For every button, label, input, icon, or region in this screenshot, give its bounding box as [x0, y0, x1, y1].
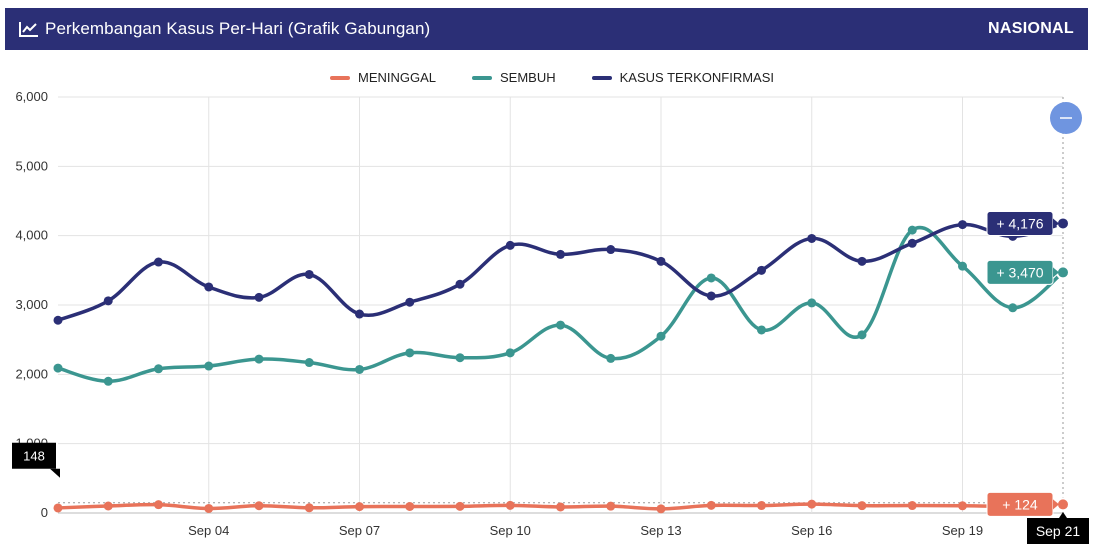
data-point-sembuh[interactable]: [606, 353, 616, 363]
legend-swatch-meninggal: [330, 75, 350, 80]
data-point-sembuh[interactable]: [706, 273, 716, 283]
legend-label-kasus: KASUS TERKONFIRMASI: [619, 70, 774, 85]
data-point-kasus[interactable]: [807, 233, 817, 243]
data-point-sembuh[interactable]: [958, 261, 967, 271]
y-tick-label: 0: [41, 505, 48, 520]
data-point-meninggal[interactable]: [857, 501, 867, 511]
x-tick-label: Sep 04: [188, 523, 229, 538]
line-chart-icon: [19, 22, 38, 37]
data-point-meninggal[interactable]: [606, 501, 616, 511]
data-point-meninggal[interactable]: [405, 501, 415, 511]
legend-item-meninggal[interactable]: MENINGGAL: [330, 70, 436, 85]
data-point-meninggal[interactable]: [355, 502, 364, 512]
data-point-sembuh[interactable]: [807, 298, 817, 308]
legend-swatch-sembuh: [472, 75, 493, 80]
y-tick-label: 5,000: [15, 158, 48, 173]
x-tick-label: Sep 13: [640, 523, 681, 538]
x-tick-label: Sep 19: [942, 523, 983, 538]
data-point-meninggal[interactable]: [103, 501, 113, 511]
data-point-meninggal[interactable]: [455, 501, 465, 511]
tooltip-label-sembuh: + 3,470: [996, 264, 1043, 280]
data-point-sembuh[interactable]: [1008, 303, 1018, 313]
data-point-meninggal[interactable]: [304, 503, 314, 513]
data-point-kasus[interactable]: [857, 256, 867, 266]
data-point-meninggal[interactable]: [53, 503, 63, 513]
data-point-meninggal[interactable]: [958, 501, 967, 511]
data-point-sembuh[interactable]: [355, 364, 364, 374]
data-point-meninggal[interactable]: [556, 502, 565, 512]
data-point-kasus[interactable]: [505, 240, 515, 250]
tooltip-label-kasus: + 4,176: [996, 215, 1043, 231]
data-point-sembuh[interactable]: [857, 330, 867, 340]
crosshair-x-label-pointer: [1059, 512, 1067, 518]
data-point-sembuh[interactable]: [505, 348, 515, 358]
region-label: NASIONAL: [988, 20, 1074, 37]
legend-label-meninggal: MENINGGAL: [358, 70, 437, 85]
data-point-kasus[interactable]: [455, 279, 465, 289]
y-tick-label: 6,000: [15, 89, 48, 104]
tooltip-pointer-kasus: [1053, 218, 1059, 229]
crosshair-y-label-pointer: [50, 468, 60, 478]
data-point-kasus[interactable]: [53, 315, 63, 325]
data-point-meninggal[interactable]: [706, 500, 716, 510]
data-point-sembuh[interactable]: [254, 354, 264, 364]
data-point-sembuh[interactable]: [757, 325, 766, 335]
data-point-meninggal[interactable]: [656, 504, 666, 514]
data-point-sembuh[interactable]: [53, 363, 63, 373]
tooltip-pointer-sembuh: [1053, 267, 1059, 278]
x-tick-label: Sep 10: [490, 523, 531, 538]
data-point-sembuh[interactable]: [556, 320, 565, 330]
legend-item-kasus[interactable]: KASUS TERKONFIRMASI: [591, 70, 774, 85]
crosshair-y-label: 148: [23, 449, 45, 464]
data-point-sembuh[interactable]: [455, 353, 465, 363]
data-point-sembuh[interactable]: [656, 331, 666, 341]
x-tick-label: Sep 16: [791, 523, 832, 538]
data-point-meninggal[interactable]: [204, 503, 214, 513]
data-point-meninggal[interactable]: [907, 501, 917, 511]
chart-title: Perkembangan Kasus Per-Hari (Grafik Gabu…: [45, 19, 431, 38]
data-point-kasus[interactable]: [958, 220, 967, 230]
crosshair-x-label-box: [1027, 518, 1089, 544]
data-point-kasus[interactable]: [254, 292, 264, 302]
data-point-kasus[interactable]: [606, 245, 616, 255]
data-point-kasus[interactable]: [656, 256, 666, 266]
tooltip-pointer-meninggal: [1053, 499, 1059, 510]
y-tick-label: 3,000: [15, 297, 48, 312]
data-point-sembuh[interactable]: [304, 358, 314, 368]
data-point-sembuh[interactable]: [204, 361, 214, 371]
y-tick-label: 4,000: [15, 228, 48, 243]
data-point-kasus[interactable]: [907, 238, 917, 248]
data-point-meninggal[interactable]: [505, 500, 515, 510]
legend-swatch-kasus: [591, 75, 612, 80]
y-tick-label: 2,000: [15, 366, 48, 381]
chart-legend: MENINGGAL SEMBUH KASUS TERKONFIRMASI: [0, 70, 1094, 85]
data-point-kasus[interactable]: [304, 269, 314, 279]
data-point-meninggal[interactable]: [154, 500, 163, 510]
data-point-kasus[interactable]: [556, 249, 565, 259]
tooltip-label-meninggal: + 124: [1002, 496, 1038, 512]
data-point-meninggal[interactable]: [757, 501, 766, 511]
series-line-sembuh: [57, 225, 1065, 384]
data-point-kasus[interactable]: [355, 309, 364, 319]
data-point-kasus[interactable]: [103, 296, 113, 306]
data-point-kasus[interactable]: [405, 297, 415, 307]
data-point-sembuh[interactable]: [103, 376, 113, 386]
data-point-sembuh[interactable]: [907, 225, 917, 235]
legend-label-sembuh: SEMBUH: [500, 70, 556, 85]
legend-item-sembuh[interactable]: SEMBUH: [472, 70, 556, 85]
data-point-meninggal[interactable]: [254, 501, 264, 511]
data-point-meninggal[interactable]: [807, 499, 817, 509]
crosshair-y-label-box: [12, 442, 56, 469]
crosshair-x-label: Sep 21: [1036, 523, 1081, 539]
data-point-kasus[interactable]: [757, 265, 766, 275]
data-point-kasus[interactable]: [204, 282, 214, 292]
x-tick-label: Sep 07: [339, 523, 380, 538]
chart-header: Perkembangan Kasus Per-Hari (Grafik Gabu…: [5, 8, 1088, 50]
data-point-kasus[interactable]: [154, 257, 163, 267]
data-point-sembuh[interactable]: [154, 364, 163, 374]
data-point-sembuh[interactable]: [405, 348, 415, 358]
data-point-kasus[interactable]: [706, 291, 716, 301]
